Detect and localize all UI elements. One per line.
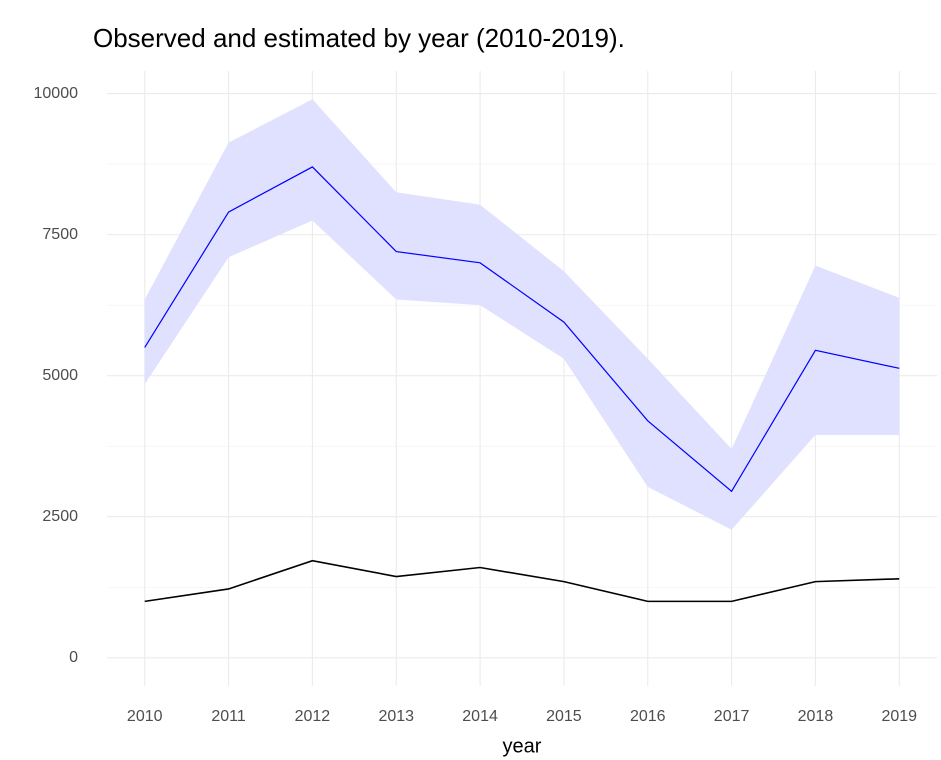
y-tick-label: 0 [69,649,78,666]
x-tick-label: 2014 [462,708,498,725]
chart-title: Observed and estimated by year (2010-201… [93,23,625,53]
y-tick-label: 10000 [34,85,79,102]
x-tick-label: 2011 [211,708,246,725]
x-tick-label: 2019 [881,708,917,725]
x-axis-label: year [503,735,542,757]
x-tick-label: 2017 [714,708,750,725]
y-tick-label: 5000 [42,367,78,384]
x-tick-label: 2012 [295,708,331,725]
confidence-band [144,99,900,530]
x-tick-label: 2016 [630,708,666,725]
line [144,559,900,603]
x-tick-label: 2013 [378,708,414,725]
x-tick-label: 2018 [798,708,834,725]
x-tick-label: 2010 [127,708,163,725]
line [144,166,900,493]
x-tick-label: 2015 [546,708,582,725]
y-tick-label: 7500 [42,226,78,243]
y-tick-label: 2500 [42,508,78,525]
